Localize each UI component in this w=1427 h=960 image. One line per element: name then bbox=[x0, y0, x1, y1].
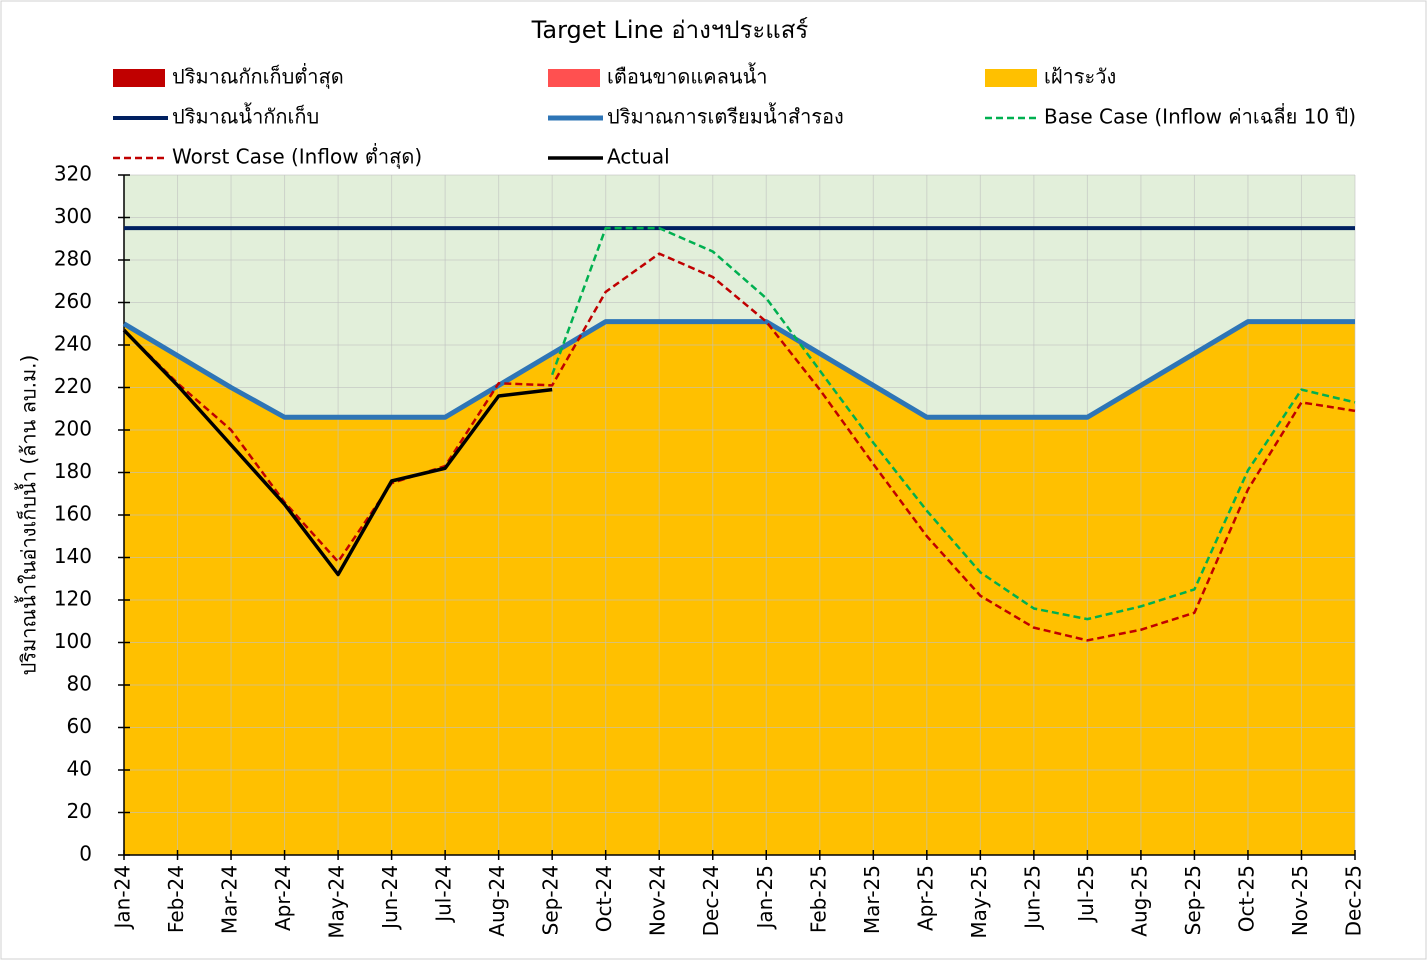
x-tick-label: Apr-25 bbox=[913, 865, 937, 931]
x-tick-label: Aug-25 bbox=[1127, 865, 1151, 937]
area bbox=[124, 321, 1355, 855]
y-tick-label: 260 bbox=[54, 289, 92, 313]
x-tick-label: Nov-24 bbox=[646, 865, 670, 936]
line bbox=[550, 226, 1356, 621]
x-tick-label: Jun-25 bbox=[1020, 865, 1044, 931]
y-tick-label: 160 bbox=[54, 502, 92, 526]
x-tick-label: Oct-25 bbox=[1234, 865, 1258, 932]
line bbox=[122, 319, 1355, 420]
y-tick-label: 120 bbox=[54, 587, 92, 611]
y-tick-label: 0 bbox=[79, 842, 92, 866]
y-tick-label: 140 bbox=[54, 544, 92, 568]
x-tick-label: May-25 bbox=[967, 865, 991, 939]
x-tick-label: Jan-25 bbox=[753, 865, 777, 931]
x-tick-label: Sep-24 bbox=[539, 865, 563, 935]
legend-label: Base Case (Inflow ค่าเฉลี่ย 10 ปี) bbox=[1044, 103, 1356, 129]
x-tick-label: Apr-24 bbox=[271, 865, 295, 931]
line bbox=[122, 328, 553, 577]
x-tick-label: Dec-24 bbox=[699, 865, 723, 936]
legend-label: ปริมาณกักเก็บต่ำสุด bbox=[172, 63, 344, 90]
x-tick-label: Jan-24 bbox=[111, 865, 135, 931]
x-tick-label: Feb-25 bbox=[806, 865, 830, 933]
y-tick-label: 180 bbox=[54, 459, 92, 483]
x-tick-label: Mar-24 bbox=[218, 865, 242, 934]
x-tick-label: Aug-24 bbox=[485, 865, 509, 937]
y-tick-label: 320 bbox=[54, 162, 92, 186]
x-tick-label: Jul-24 bbox=[432, 865, 456, 924]
legend-label: Worst Case (Inflow ต่ำสุด) bbox=[172, 143, 422, 170]
x-tick-label: Feb-24 bbox=[164, 865, 188, 933]
line bbox=[123, 252, 1356, 642]
x-tick-label: Mar-25 bbox=[860, 865, 884, 934]
x-tick-label: Sep-25 bbox=[1181, 865, 1205, 935]
y-tick-label: 220 bbox=[54, 374, 92, 398]
y-tick-label: 280 bbox=[54, 247, 92, 271]
y-axis-label: ปริมาณน้ำในอ่างเก็บน้ำ (ล้าน ลบ.ม.) bbox=[15, 355, 41, 676]
x-tick-label: Jul-25 bbox=[1074, 865, 1098, 924]
y-tick-label: 300 bbox=[54, 204, 92, 228]
legend-label: ปริมาณน้ำกักเก็บ bbox=[172, 103, 319, 129]
legend-label: ปริมาณการเตรียมน้ำสำรอง bbox=[607, 103, 844, 129]
x-tick-label: Jun-24 bbox=[378, 865, 402, 931]
y-tick-label: 200 bbox=[54, 417, 92, 441]
y-tick-label: 80 bbox=[67, 672, 92, 696]
x-tick-label: Dec-25 bbox=[1342, 865, 1366, 936]
x-tick-label: Oct-24 bbox=[592, 865, 616, 932]
legend-label: เตือนขาดแคลนน้ำ bbox=[607, 63, 768, 89]
legend-label: เฝ้าระวัง bbox=[1044, 65, 1116, 89]
legend-swatch bbox=[985, 69, 1037, 87]
x-tick-label: Nov-25 bbox=[1288, 865, 1312, 936]
legend-swatch bbox=[113, 69, 165, 87]
x-tick-label: May-24 bbox=[325, 865, 349, 939]
y-tick-label: 240 bbox=[54, 332, 92, 356]
chart-title: Target Line อ่างฯประแสร์ bbox=[531, 16, 809, 44]
y-tick-label: 100 bbox=[54, 629, 92, 653]
y-tick-label: 40 bbox=[67, 757, 92, 781]
legend-label: Actual bbox=[607, 145, 670, 169]
y-tick-label: 60 bbox=[67, 714, 92, 738]
legend-swatch bbox=[548, 69, 600, 87]
y-tick-label: 20 bbox=[67, 799, 92, 823]
